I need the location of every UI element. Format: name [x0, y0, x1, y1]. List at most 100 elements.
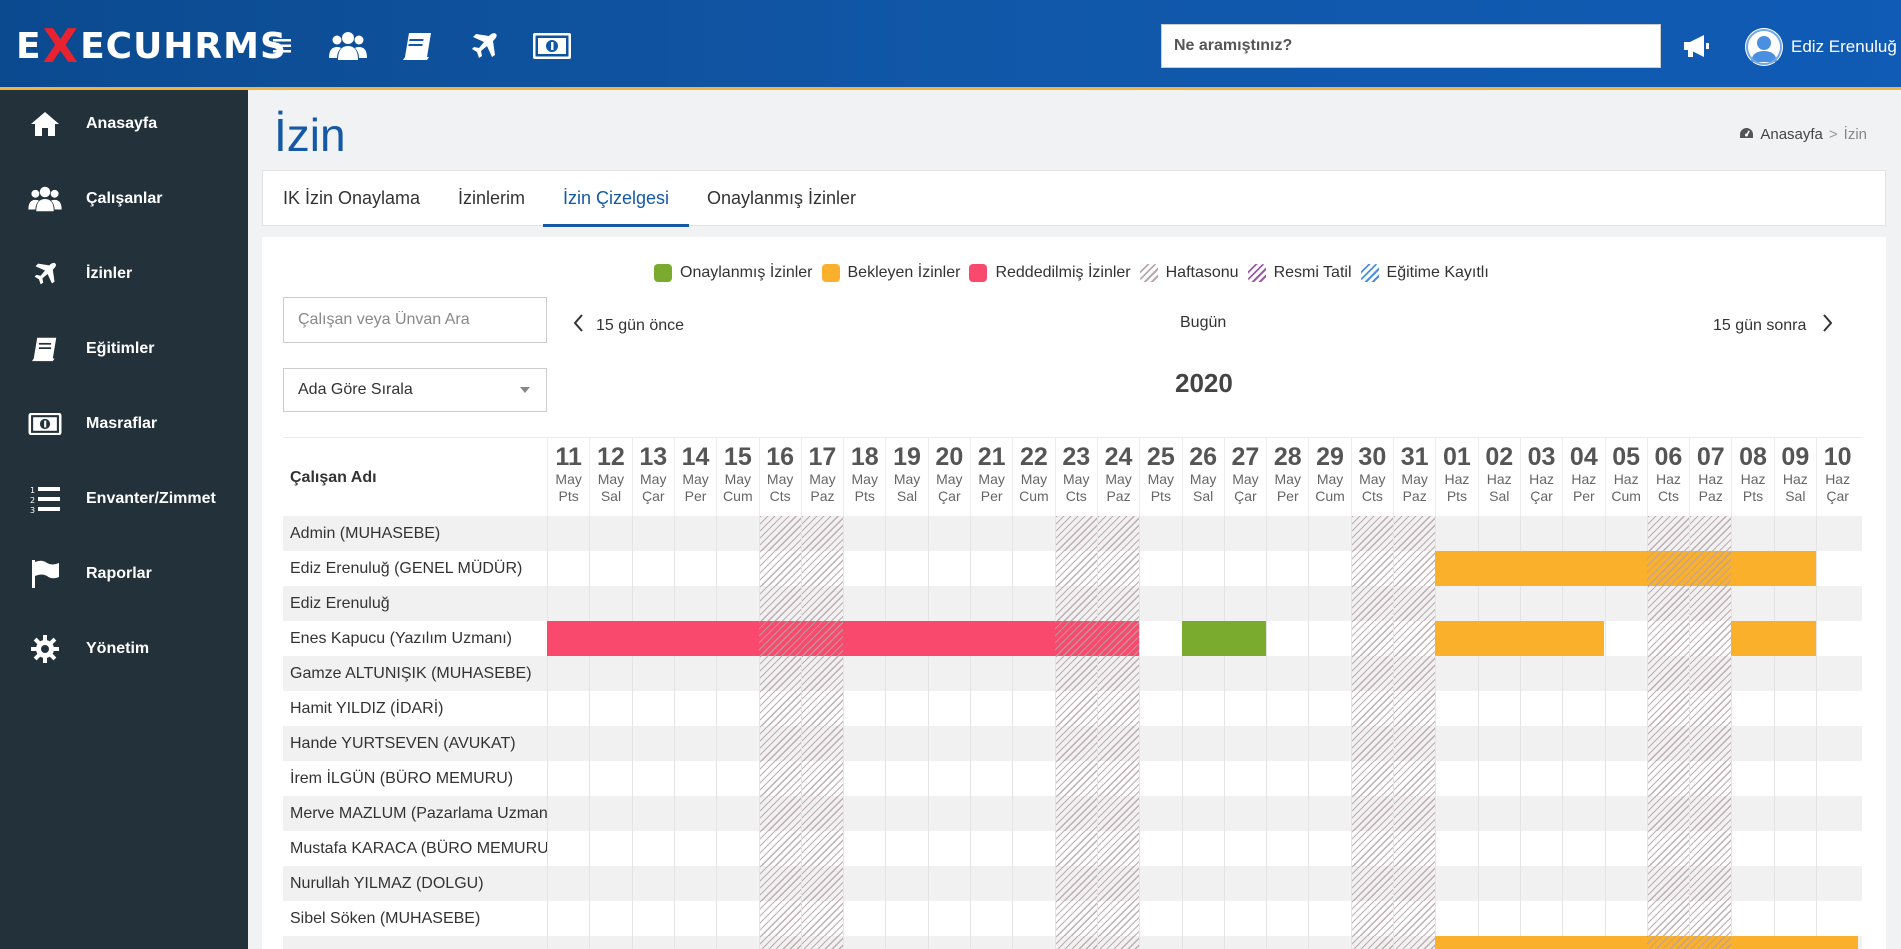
day-cell[interactable]	[1731, 516, 1773, 551]
day-cell[interactable]	[1181, 516, 1224, 551]
day-cell[interactable]	[1223, 761, 1266, 796]
day-cell[interactable]	[1816, 796, 1858, 831]
day-cell[interactable]	[1519, 761, 1562, 796]
weekend-cell[interactable]	[758, 936, 801, 949]
day-cell[interactable]	[1731, 796, 1773, 831]
day-cell[interactable]	[716, 691, 758, 726]
weekend-cell[interactable]	[800, 691, 844, 726]
day-cell[interactable]	[970, 516, 1012, 551]
approved-leave-bar[interactable]	[1181, 621, 1267, 656]
weekend-cell[interactable]	[1393, 691, 1436, 726]
day-cell[interactable]	[927, 516, 970, 551]
employee-row[interactable]: Ediz Erenuluğ (GENEL MÜDÜR)	[283, 551, 1862, 586]
day-cell[interactable]	[1773, 901, 1816, 936]
day-cell[interactable]	[1266, 901, 1308, 936]
day-cell[interactable]	[1012, 936, 1054, 949]
day-cell[interactable]	[1519, 866, 1562, 901]
sidebar-item-trainings[interactable]: Eğitimler	[0, 319, 248, 379]
plane-icon[interactable]	[464, 28, 504, 64]
weekend-cell[interactable]	[1350, 936, 1393, 949]
day-cell[interactable]	[1519, 516, 1562, 551]
day-cell[interactable]	[927, 796, 970, 831]
weekend-cell[interactable]	[800, 656, 844, 691]
day-cell[interactable]	[1266, 656, 1308, 691]
day-cell[interactable]	[1223, 726, 1266, 761]
day-cell[interactable]	[1604, 866, 1647, 901]
weekend-cell[interactable]	[800, 831, 844, 866]
day-cell[interactable]	[1139, 831, 1181, 866]
weekend-cell[interactable]	[1689, 691, 1732, 726]
day-cell[interactable]	[885, 866, 927, 901]
weekend-cell[interactable]	[1054, 901, 1097, 936]
day-cell[interactable]	[1604, 656, 1647, 691]
employee-row[interactable]: Enes Kapucu (Yazılım Uzmanı)	[283, 621, 1862, 656]
sidebar-item-admin[interactable]: Yönetim	[0, 619, 248, 679]
tab-approved-leaves[interactable]: Onaylanmış İzinler	[707, 188, 857, 208]
day-cell[interactable]	[1139, 761, 1181, 796]
day-cell[interactable]	[927, 586, 970, 621]
day-cell[interactable]	[1604, 761, 1647, 796]
day-cell[interactable]	[1477, 726, 1520, 761]
day-cell[interactable]	[1266, 866, 1308, 901]
weekend-cell[interactable]	[1646, 761, 1690, 796]
day-cell[interactable]	[1435, 656, 1477, 691]
day-cell[interactable]	[1773, 516, 1816, 551]
weekend-cell[interactable]	[1350, 866, 1393, 901]
day-cell[interactable]	[1816, 551, 1858, 586]
employee-row[interactable]: Mustafa KARACA (BÜRO MEMURU)	[283, 831, 1862, 866]
day-cell[interactable]	[1308, 831, 1350, 866]
day-cell[interactable]	[843, 726, 885, 761]
day-cell[interactable]	[547, 656, 589, 691]
weekend-cell[interactable]	[758, 656, 801, 691]
day-cell[interactable]	[1519, 691, 1562, 726]
weekend-cell[interactable]	[1096, 796, 1140, 831]
employee-row[interactable]: İrem İLGÜN (BÜRO MEMURU)	[283, 761, 1862, 796]
weekend-cell[interactable]	[800, 586, 844, 621]
day-cell[interactable]	[716, 866, 758, 901]
sidebar-item-expenses[interactable]: Masraflar	[0, 394, 248, 454]
weekend-cell[interactable]	[1054, 866, 1097, 901]
day-cell[interactable]	[885, 726, 927, 761]
weekend-cell[interactable]	[758, 796, 801, 831]
day-cell[interactable]	[547, 516, 589, 551]
weekend-cell[interactable]	[800, 516, 844, 551]
day-cell[interactable]	[673, 586, 716, 621]
day-cell[interactable]	[970, 831, 1012, 866]
day-cell[interactable]	[1435, 726, 1477, 761]
day-cell[interactable]	[1181, 901, 1224, 936]
weekend-cell[interactable]	[800, 936, 844, 949]
weekend-cell[interactable]	[800, 551, 844, 586]
day-cell[interactable]	[885, 656, 927, 691]
weekend-cell[interactable]	[1350, 831, 1393, 866]
day-cell[interactable]	[1816, 726, 1858, 761]
day-cell[interactable]	[1223, 796, 1266, 831]
day-cell[interactable]	[843, 831, 885, 866]
day-cell[interactable]	[716, 726, 758, 761]
day-cell[interactable]	[1477, 796, 1520, 831]
day-cell[interactable]	[1477, 761, 1520, 796]
day-cell[interactable]	[589, 866, 631, 901]
day-cell[interactable]	[547, 866, 589, 901]
weekend-cell[interactable]	[1096, 866, 1140, 901]
weekend-cell[interactable]	[1646, 901, 1690, 936]
pending-leave-bar[interactable]	[1435, 621, 1605, 656]
day-cell[interactable]	[1223, 866, 1266, 901]
day-cell[interactable]	[1012, 586, 1054, 621]
weekend-cell[interactable]	[1646, 796, 1690, 831]
day-cell[interactable]	[1816, 761, 1858, 796]
day-cell[interactable]	[1012, 831, 1054, 866]
weekend-cell[interactable]	[1646, 726, 1690, 761]
day-cell[interactable]	[1477, 586, 1520, 621]
book-icon[interactable]	[398, 28, 438, 64]
day-cell[interactable]	[1731, 586, 1773, 621]
day-cell[interactable]	[1266, 516, 1308, 551]
day-cell[interactable]	[547, 586, 589, 621]
day-cell[interactable]	[716, 831, 758, 866]
day-cell[interactable]	[1181, 761, 1224, 796]
day-cell[interactable]	[927, 551, 970, 586]
weekend-cell[interactable]	[1350, 726, 1393, 761]
day-cell[interactable]	[1604, 516, 1647, 551]
day-cell[interactable]	[547, 831, 589, 866]
weekend-cell[interactable]	[1393, 761, 1436, 796]
tab-hr-leave-approval[interactable]: IK İzin Onaylama	[283, 188, 421, 208]
